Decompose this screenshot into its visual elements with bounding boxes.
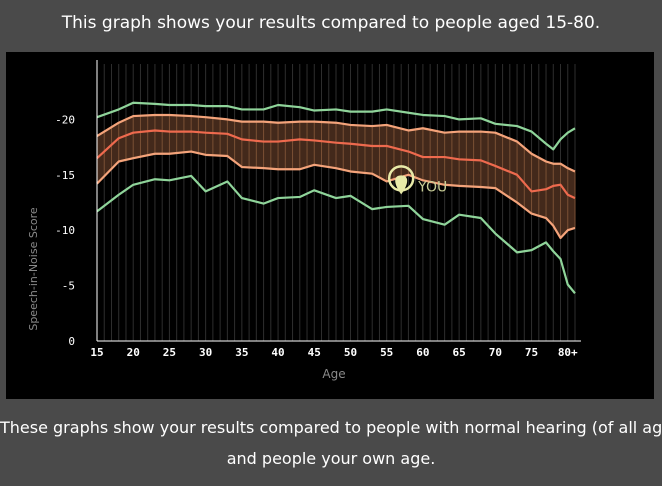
series-line-outer-lower (96, 174, 576, 295)
percentile-lines (96, 101, 576, 295)
y-axis-label: Speech-in-Noise Score (27, 207, 40, 331)
location-pin-icon (395, 175, 408, 195)
x-tick-label: 30 (199, 346, 212, 359)
x-tick-label: 15 (90, 346, 103, 359)
percentile-band-fill (97, 114, 575, 238)
y-tick-label: -5 (62, 280, 75, 293)
series-line-median (96, 129, 576, 200)
grid-lines (96, 64, 576, 341)
x-tick-label: 55 (380, 346, 393, 359)
footer-line-2: and people your own age. (226, 449, 436, 468)
y-tick-label: 0 (68, 335, 75, 348)
x-tick-label: 35 (235, 346, 248, 359)
x-tick-label: 20 (127, 346, 140, 359)
x-tick-label: 65 (452, 346, 465, 359)
chart-panel: 0 -5 -10 -15 -20 15 20 25 30 35 40 45 50 55 60 65 70 75 8… (6, 52, 654, 399)
x-axis-label: Age (322, 367, 345, 381)
series-line-inner-lower (96, 150, 576, 240)
x-tick-label: 80+ (558, 346, 578, 359)
speech-in-noise-chart: 0 -5 -10 -15 -20 15 20 25 30 35 40 45 50 55 60 65 70 75 8… (27, 60, 581, 381)
x-tick-label: 25 (163, 346, 176, 359)
footer-line-1: These graphs show your results compared … (0, 418, 662, 437)
x-tick-label: 45 (308, 346, 321, 359)
you-marker: YOU (387, 165, 447, 195)
series-line-outer-upper (96, 101, 576, 151)
y-tick-label: -15 (55, 169, 75, 182)
x-tick-label: 70 (489, 346, 502, 359)
x-tick-label: 60 (416, 346, 429, 359)
y-tick-label: -10 (55, 224, 75, 237)
x-tick-label: 75 (525, 346, 538, 359)
series-line-inner-upper (96, 113, 576, 173)
x-tick-label: 50 (344, 346, 357, 359)
x-tick-label: 40 (271, 346, 284, 359)
you-marker-label: YOU (417, 179, 447, 195)
y-tick-labels: 0 -5 -10 -15 -20 (55, 113, 75, 348)
footer-caption: These graphs show your results compared … (0, 412, 662, 474)
y-tick-label: -20 (55, 113, 75, 126)
header-caption: This graph shows your results compared t… (61, 13, 601, 33)
x-tick-labels: 15 20 25 30 35 40 45 50 55 60 65 70 75 80+ (90, 346, 578, 359)
